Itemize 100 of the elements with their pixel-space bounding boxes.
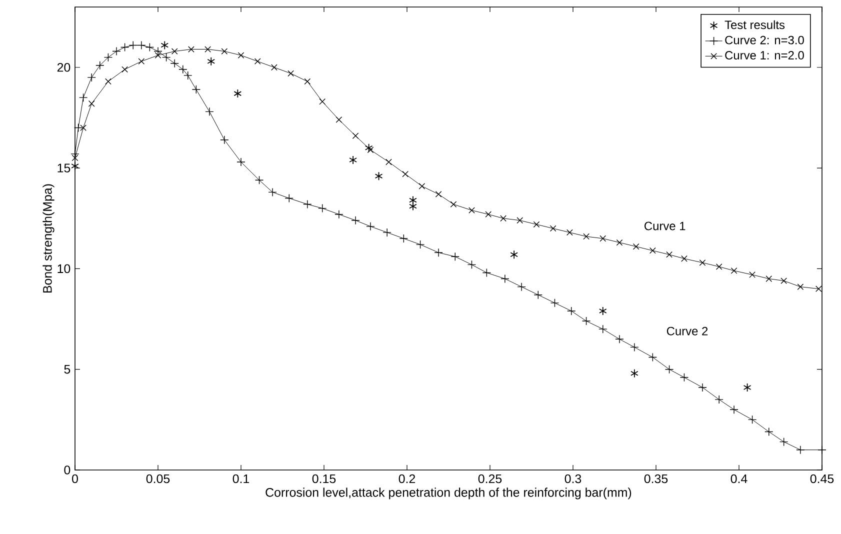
point [171, 48, 178, 54]
point [366, 222, 375, 231]
point [680, 373, 689, 382]
point [533, 221, 540, 228]
point [630, 342, 639, 352]
point [351, 216, 360, 225]
point [104, 52, 113, 62]
point [238, 52, 244, 58]
point [71, 162, 79, 170]
point [550, 225, 556, 232]
point [352, 132, 359, 140]
point [450, 252, 460, 261]
point [74, 123, 83, 132]
legend-label: Test results [724, 20, 785, 30]
point [192, 85, 201, 94]
point [416, 240, 425, 249]
point [818, 446, 826, 454]
point [271, 64, 278, 71]
point [236, 158, 246, 166]
point [138, 58, 145, 65]
point [304, 78, 311, 85]
x-tick-label: 0.2 [398, 474, 416, 484]
point [122, 66, 128, 73]
x-axis-title: Corrosion level,attack penetration depth of the reinforcing bar(mm) [266, 488, 632, 500]
point [303, 200, 312, 209]
point [418, 182, 426, 190]
legend-label: Curve 2: n=3.0 [725, 36, 804, 44]
point [630, 368, 638, 378]
point [78, 93, 88, 102]
point [334, 210, 344, 219]
y-tick-label: 20 [57, 62, 70, 72]
point [382, 228, 392, 237]
point [154, 46, 162, 56]
point [482, 268, 492, 278]
point [137, 40, 146, 50]
point [468, 207, 475, 214]
point [450, 201, 457, 208]
x-tick-label: 0.3 [564, 474, 582, 484]
point [666, 251, 672, 258]
point [648, 352, 658, 362]
point [600, 235, 606, 242]
x-tick-label: 0.15 [312, 474, 336, 484]
point [435, 191, 442, 198]
point [797, 284, 804, 290]
point [170, 59, 179, 68]
point [749, 272, 756, 278]
y-tick-label: 10 [58, 264, 70, 274]
point [516, 217, 524, 224]
x-tick-label: 0.35 [644, 474, 668, 484]
point [254, 58, 261, 65]
point [120, 42, 130, 52]
point [779, 437, 788, 446]
legend-label: Curve 1: n=2.0 [725, 51, 804, 60]
point [748, 415, 757, 424]
point [349, 156, 357, 164]
point [319, 98, 326, 105]
point [88, 100, 95, 107]
point [550, 298, 560, 308]
point [598, 306, 607, 316]
point [816, 286, 822, 292]
point [72, 154, 78, 162]
x-tick-label: 0.45 [810, 474, 834, 484]
point [234, 89, 242, 98]
point [188, 46, 194, 52]
point [566, 306, 576, 316]
point [517, 282, 526, 292]
point [582, 316, 591, 326]
point [87, 73, 96, 82]
point [205, 107, 214, 116]
point [743, 383, 752, 392]
annotation: Curve 1 [644, 222, 686, 230]
point [534, 290, 542, 300]
point [160, 40, 169, 50]
point [128, 40, 138, 50]
point [112, 46, 121, 56]
point [96, 61, 104, 70]
y-tick-label: 5 [64, 365, 70, 374]
point [336, 116, 342, 123]
point [485, 211, 492, 218]
point [714, 395, 724, 404]
point [730, 268, 738, 274]
point [780, 278, 787, 284]
y-axis-title: Bond strength(Mpa) [42, 184, 54, 293]
point [615, 334, 624, 344]
x-tick-label: 0.25 [478, 474, 502, 484]
point [500, 215, 506, 222]
point [364, 143, 373, 152]
x-tick-label: 0.1 [232, 474, 250, 484]
point [367, 146, 374, 154]
point [221, 48, 228, 54]
point [650, 247, 656, 254]
point [409, 202, 417, 211]
point [399, 234, 408, 243]
x-tick-label: 0 [72, 474, 78, 484]
point [716, 264, 722, 270]
point [698, 383, 707, 392]
point [402, 170, 409, 178]
y-tick-label: 15 [58, 164, 70, 172]
point [664, 365, 674, 374]
point [434, 248, 443, 257]
